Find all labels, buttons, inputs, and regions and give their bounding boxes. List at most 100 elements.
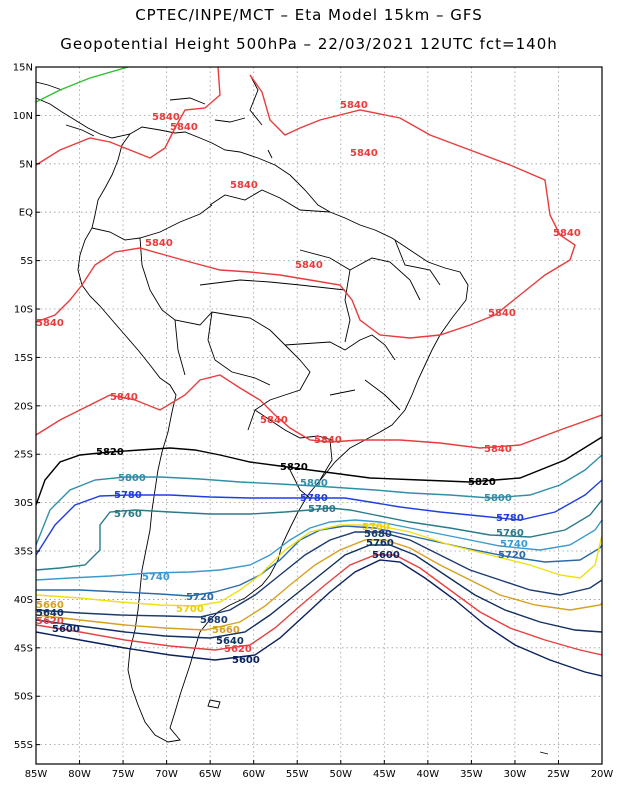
contour-label-5840: 5840	[340, 100, 368, 111]
coastlines	[36, 74, 549, 755]
latitude-label: 55S	[14, 740, 33, 751]
contour-5680	[36, 531, 602, 618]
contour-label-5720: 5720	[186, 592, 214, 603]
contour-label-5640: 5640	[216, 636, 244, 647]
contour-label-5780: 5780	[114, 490, 142, 501]
contour-label-5840: 5840	[230, 180, 258, 191]
map-title-line1: CPTEC/INPE/MCT – Eta Model 15km – GFS	[135, 6, 483, 24]
longitude-label: 25W	[547, 769, 570, 780]
contour-label-5740: 5740	[500, 539, 528, 550]
contour-label-5800: 5800	[300, 478, 328, 489]
contour-label-5800: 5800	[118, 473, 146, 484]
contour-5720	[36, 525, 602, 597]
map-title-line2: Geopotential Height 500hPa – 22/03/2021 …	[60, 35, 558, 53]
contour-label-5820: 5820	[468, 477, 496, 488]
contour-5660	[36, 539, 602, 631]
longitude-labels: 85W 80W 75W 70W 65W 60W 55W 50W 45W 40W 35W 30W 25W 2…	[25, 760, 614, 780]
contour-5800	[36, 454, 602, 546]
contour-label-5840: 5840	[170, 122, 198, 133]
contour-label-5620: 5620	[36, 616, 64, 627]
contour-5640	[36, 544, 602, 639]
longitude-label: 85W	[25, 769, 48, 780]
contour-label-5660: 5660	[212, 625, 240, 636]
contour-lines	[36, 67, 602, 677]
contour-label-5780: 5780	[300, 493, 328, 504]
country-borders	[91, 189, 441, 499]
longitude-label: 40W	[417, 769, 440, 780]
contour-5700	[36, 524, 602, 607]
latitude-label: 5S	[20, 256, 33, 267]
map-frame	[35, 66, 603, 765]
latitude-labels: 15N 10N 5N EQ 5S 10S 15S 20S 25S 30S 35S 40S 45S 50S 5…	[13, 63, 40, 751]
contour-5620	[36, 554, 602, 656]
latitude-label: 15S	[14, 353, 33, 364]
latitude-label: 40S	[14, 595, 33, 606]
latitude-label: EQ	[19, 208, 33, 219]
contour-label-5840: 5840	[145, 238, 173, 249]
contour-label-5780: 5780	[308, 504, 336, 515]
latitude-label: 25S	[14, 450, 33, 461]
contour-label-5740: 5740	[142, 572, 170, 583]
longitude-label: 75W	[112, 769, 135, 780]
contour-label-5600: 5600	[232, 655, 260, 666]
contour-5840-north	[36, 67, 576, 339]
contour-label-5760: 5760	[496, 528, 524, 539]
latitude-label: 30S	[14, 498, 33, 509]
contour-label-5840: 5840	[350, 148, 378, 159]
contour-label-5720: 5720	[498, 550, 526, 561]
contour-label-5600: 5600	[52, 624, 80, 635]
longitude-label: 20W	[591, 769, 614, 780]
latitude-label: 5N	[19, 159, 33, 170]
contour-label-5840: 5840	[484, 444, 512, 455]
latitude-label: 10S	[14, 305, 33, 316]
contour-5860	[36, 67, 129, 103]
contour-5820	[36, 436, 602, 506]
contour-label-5640: 5640	[36, 608, 64, 619]
contour-label-5780: 5780	[496, 513, 524, 524]
contour-label-5760: 5760	[114, 509, 142, 520]
latitude-label: 15N	[13, 63, 33, 74]
contour-label-5840: 5840	[314, 435, 342, 446]
contour-label-5820: 5820	[96, 447, 124, 458]
contour-5780	[36, 479, 602, 556]
latitude-label: 35S	[14, 547, 33, 558]
contour-label-5680: 5680	[364, 529, 392, 540]
contour-label-5700: 5700	[362, 522, 390, 533]
longitude-label: 30W	[504, 769, 527, 780]
contour-label-5840: 5840	[260, 415, 288, 426]
contour-label-5820: 5820	[280, 462, 308, 473]
latitude-label: 45S	[14, 643, 33, 654]
contour-label-5840: 5840	[152, 112, 180, 123]
latitude-label: 20S	[14, 401, 33, 412]
contour-label-5700: 5700	[176, 604, 204, 615]
longitude-label: 50W	[329, 769, 352, 780]
caribbean-islands	[169, 74, 273, 159]
contour-label-5840: 5840	[295, 260, 323, 271]
longitude-label: 55W	[286, 769, 309, 780]
contour-label-5660: 5660	[36, 600, 64, 611]
falkland-islands	[207, 699, 221, 709]
contour-label-5600: 5600	[372, 550, 400, 561]
contour-labels: 5840 5840 5840 5840 5840 5840 5840 5840 …	[36, 100, 581, 666]
longitude-label: 45W	[373, 769, 396, 780]
contour-5600	[36, 559, 602, 677]
contour-label-5840: 5840	[36, 318, 64, 329]
contour-label-5760: 5760	[366, 538, 394, 549]
contour-5760	[36, 499, 602, 571]
longitude-label: 80W	[68, 769, 91, 780]
longitude-label: 60W	[242, 769, 265, 780]
central-america-coastline	[36, 81, 131, 139]
south-america-coastline	[77, 126, 469, 743]
longitude-label: 65W	[199, 769, 222, 780]
latitude-label: 50S	[14, 692, 33, 703]
contour-label-5800: 5800	[484, 493, 512, 504]
latitude-label: 10N	[13, 111, 33, 122]
contour-label-5840: 5840	[110, 392, 138, 403]
contour-label-5680: 5680	[200, 615, 228, 626]
contour-5740	[36, 519, 602, 581]
longitude-label: 70W	[155, 769, 178, 780]
contour-label-5840: 5840	[553, 228, 581, 239]
contour-5840-south	[36, 374, 602, 449]
longitude-label: 35W	[460, 769, 483, 780]
